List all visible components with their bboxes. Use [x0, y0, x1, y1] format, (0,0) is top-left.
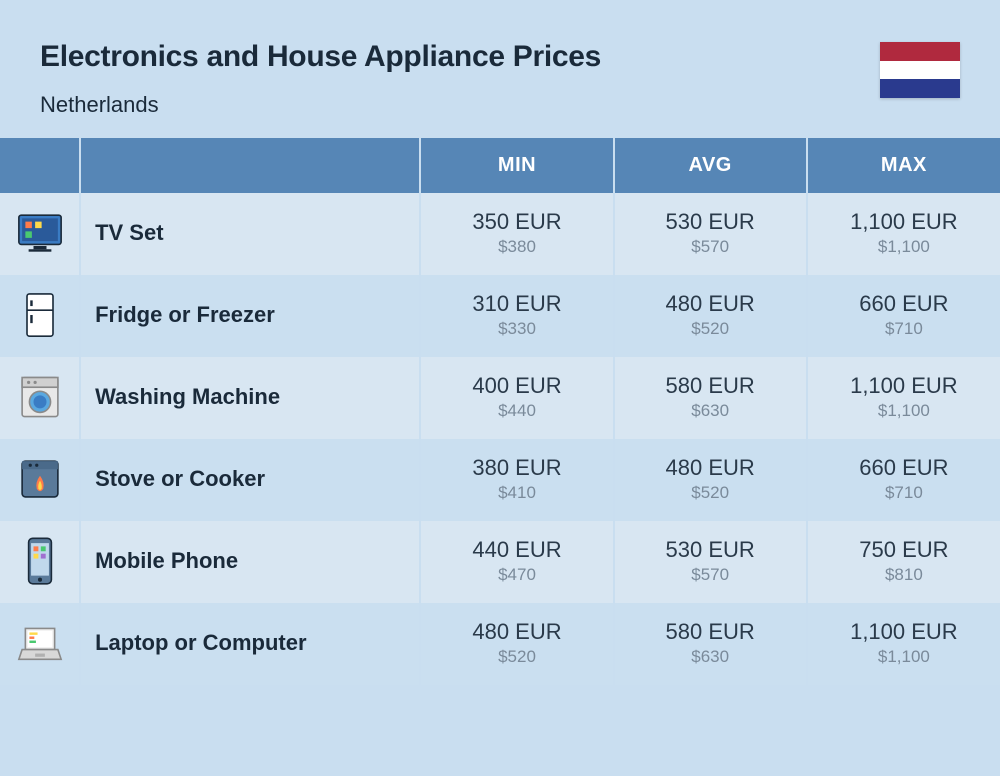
col-header-avg: AVG [614, 138, 807, 193]
max-price-cell: 750 EUR$810 [807, 521, 1000, 603]
item-name: Fridge or Freezer [80, 275, 420, 357]
max-price-usd: $1,100 [808, 237, 1000, 257]
max-price-cell: 1,100 EUR$1,100 [807, 193, 1000, 275]
min-price-eur: 440 EUR [421, 537, 612, 563]
max-price-cell: 660 EUR$710 [807, 439, 1000, 521]
flag-stripe-white [880, 61, 960, 80]
item-name: Mobile Phone [80, 521, 420, 603]
avg-price-usd: $570 [615, 565, 806, 585]
avg-price-cell: 530 EUR$570 [614, 193, 807, 275]
avg-price-eur: 480 EUR [615, 455, 806, 481]
min-price-cell: 310 EUR$330 [420, 275, 613, 357]
avg-price-cell: 580 EUR$630 [614, 357, 807, 439]
avg-price-usd: $570 [615, 237, 806, 257]
avg-price-eur: 530 EUR [615, 537, 806, 563]
min-price-eur: 380 EUR [421, 455, 612, 481]
item-name: TV Set [80, 193, 420, 275]
max-price-eur: 750 EUR [808, 537, 1000, 563]
col-header-min: MIN [420, 138, 613, 193]
tv-icon [0, 193, 80, 275]
min-price-usd: $410 [421, 483, 612, 503]
max-price-usd: $710 [808, 319, 1000, 339]
col-header-icon [0, 138, 80, 193]
min-price-cell: 380 EUR$410 [420, 439, 613, 521]
header: Electronics and House Appliance Prices N… [0, 0, 1000, 138]
min-price-eur: 350 EUR [421, 209, 612, 235]
avg-price-usd: $630 [615, 401, 806, 421]
table-row: TV Set350 EUR$380530 EUR$5701,100 EUR$1,… [0, 193, 1000, 275]
min-price-eur: 400 EUR [421, 373, 612, 399]
min-price-usd: $440 [421, 401, 612, 421]
max-price-usd: $1,100 [808, 647, 1000, 667]
washer-icon [0, 357, 80, 439]
min-price-cell: 400 EUR$440 [420, 357, 613, 439]
stove-icon [0, 439, 80, 521]
page-container: Electronics and House Appliance Prices N… [0, 0, 1000, 776]
min-price-usd: $470 [421, 565, 612, 585]
max-price-eur: 1,100 EUR [808, 209, 1000, 235]
table-row: Washing Machine400 EUR$440580 EUR$6301,1… [0, 357, 1000, 439]
country-name: Netherlands [40, 92, 960, 118]
item-name: Laptop or Computer [80, 603, 420, 685]
avg-price-eur: 580 EUR [615, 619, 806, 645]
avg-price-usd: $520 [615, 483, 806, 503]
max-price-eur: 660 EUR [808, 455, 1000, 481]
table-row: Laptop or Computer480 EUR$520580 EUR$630… [0, 603, 1000, 685]
avg-price-eur: 480 EUR [615, 291, 806, 317]
min-price-cell: 440 EUR$470 [420, 521, 613, 603]
max-price-usd: $1,100 [808, 401, 1000, 421]
min-price-eur: 480 EUR [421, 619, 612, 645]
avg-price-eur: 580 EUR [615, 373, 806, 399]
fridge-icon [0, 275, 80, 357]
avg-price-cell: 480 EUR$520 [614, 439, 807, 521]
max-price-cell: 660 EUR$710 [807, 275, 1000, 357]
max-price-cell: 1,100 EUR$1,100 [807, 603, 1000, 685]
avg-price-eur: 530 EUR [615, 209, 806, 235]
table-row: Stove or Cooker380 EUR$410480 EUR$520660… [0, 439, 1000, 521]
price-table: MIN AVG MAX TV Set350 EUR$380530 EUR$570… [0, 138, 1000, 685]
min-price-eur: 310 EUR [421, 291, 612, 317]
max-price-usd: $810 [808, 565, 1000, 585]
flag-stripe-red [880, 42, 960, 61]
col-header-name [80, 138, 420, 193]
max-price-usd: $710 [808, 483, 1000, 503]
item-name: Washing Machine [80, 357, 420, 439]
item-name: Stove or Cooker [80, 439, 420, 521]
min-price-usd: $380 [421, 237, 612, 257]
min-price-cell: 480 EUR$520 [420, 603, 613, 685]
page-title: Electronics and House Appliance Prices [40, 40, 960, 74]
avg-price-cell: 580 EUR$630 [614, 603, 807, 685]
min-price-usd: $520 [421, 647, 612, 667]
max-price-eur: 660 EUR [808, 291, 1000, 317]
avg-price-cell: 480 EUR$520 [614, 275, 807, 357]
min-price-cell: 350 EUR$380 [420, 193, 613, 275]
max-price-cell: 1,100 EUR$1,100 [807, 357, 1000, 439]
flag-stripe-blue [880, 79, 960, 98]
max-price-eur: 1,100 EUR [808, 619, 1000, 645]
col-header-max: MAX [807, 138, 1000, 193]
country-flag-icon [880, 42, 960, 98]
avg-price-usd: $520 [615, 319, 806, 339]
table-row: Fridge or Freezer310 EUR$330480 EUR$5206… [0, 275, 1000, 357]
avg-price-usd: $630 [615, 647, 806, 667]
phone-icon [0, 521, 80, 603]
max-price-eur: 1,100 EUR [808, 373, 1000, 399]
avg-price-cell: 530 EUR$570 [614, 521, 807, 603]
laptop-icon [0, 603, 80, 685]
table-header-row: MIN AVG MAX [0, 138, 1000, 193]
table-row: Mobile Phone440 EUR$470530 EUR$570750 EU… [0, 521, 1000, 603]
min-price-usd: $330 [421, 319, 612, 339]
